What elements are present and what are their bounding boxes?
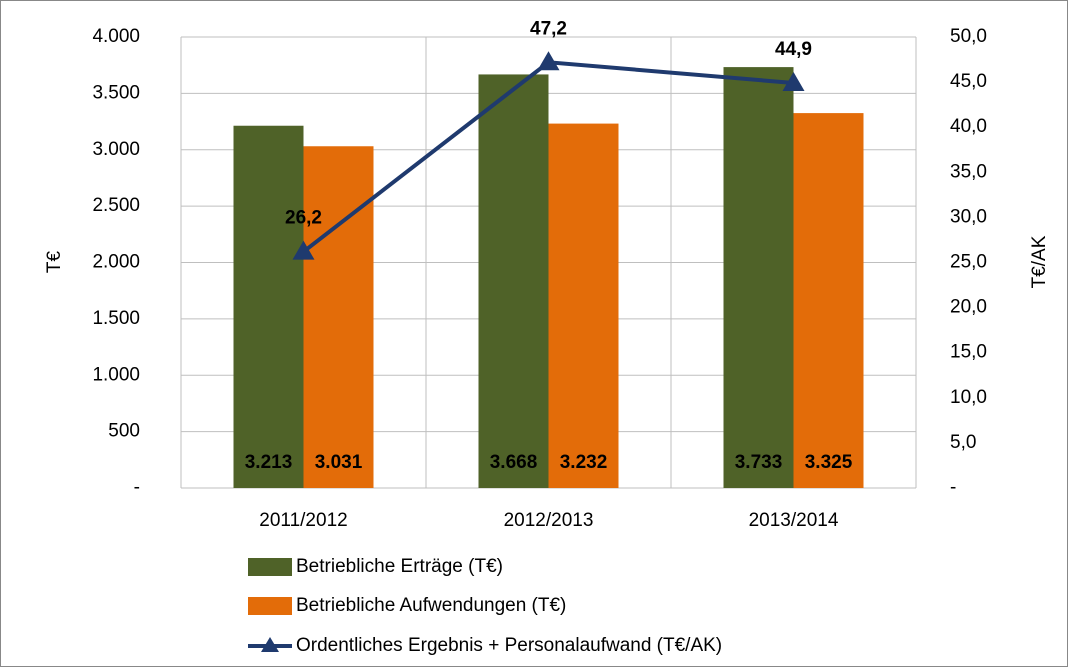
legend-swatch	[261, 637, 279, 652]
y-tick-label: -	[134, 477, 140, 498]
data-label: 3.213	[245, 452, 293, 473]
data-label: 44,9	[775, 39, 812, 60]
y2-tick-label: 35,0	[950, 161, 987, 182]
y-axis-label: T€	[44, 250, 65, 273]
data-label: 3.325	[805, 452, 853, 473]
y2-axis-label: T€/AK	[1029, 235, 1050, 288]
bar	[303, 146, 374, 488]
y2-tick-label: 50,0	[950, 26, 987, 47]
bar	[723, 67, 794, 488]
y2-tick-label: 45,0	[950, 71, 987, 92]
data-label: 26,2	[285, 208, 322, 229]
y-tick-label: 4.000	[92, 26, 140, 47]
y2-tick-label: -	[950, 477, 956, 498]
y2-tick-label: 25,0	[950, 252, 987, 273]
y-tick-label: 1.000	[92, 364, 140, 385]
y2-tick-label: 15,0	[950, 342, 987, 363]
y-tick-label: 500	[108, 421, 140, 442]
legend-swatch	[248, 597, 292, 615]
y-tick-label: 3.500	[92, 82, 140, 103]
data-label: 3.668	[490, 452, 538, 473]
y-tick-label: 3.000	[92, 139, 140, 160]
bar	[793, 113, 864, 488]
y2-tick-label: 20,0	[950, 297, 987, 318]
bar	[548, 123, 619, 488]
y-tick-label: 1.500	[92, 308, 140, 329]
legend-label: Betriebliche Aufwendungen (T€)	[296, 595, 566, 616]
bar	[478, 74, 549, 489]
x-tick-label: 2011/2012	[259, 510, 347, 531]
data-label: 47,2	[530, 18, 567, 39]
y2-tick-label: 10,0	[950, 387, 987, 408]
legend-swatch	[248, 558, 292, 576]
data-label: 3.733	[735, 452, 783, 473]
x-tick-label: 2013/2014	[749, 510, 839, 531]
line-marker	[782, 72, 805, 92]
bar	[233, 125, 304, 488]
y2-tick-label: 5,0	[950, 432, 976, 453]
data-label: 3.031	[315, 452, 363, 473]
y-tick-label: 2.500	[92, 195, 140, 216]
line-marker	[537, 51, 560, 71]
y-tick-label: 2.000	[92, 252, 140, 273]
x-tick-label: 2012/2013	[504, 510, 594, 531]
legend-label: Betriebliche Erträge (T€)	[296, 556, 503, 577]
data-label: 3.232	[560, 452, 608, 473]
line-marker	[292, 240, 315, 260]
y2-tick-label: 30,0	[950, 206, 987, 227]
legend-label: Ordentliches Ergebnis + Personalaufwand …	[296, 635, 722, 656]
y2-tick-label: 40,0	[950, 116, 987, 137]
